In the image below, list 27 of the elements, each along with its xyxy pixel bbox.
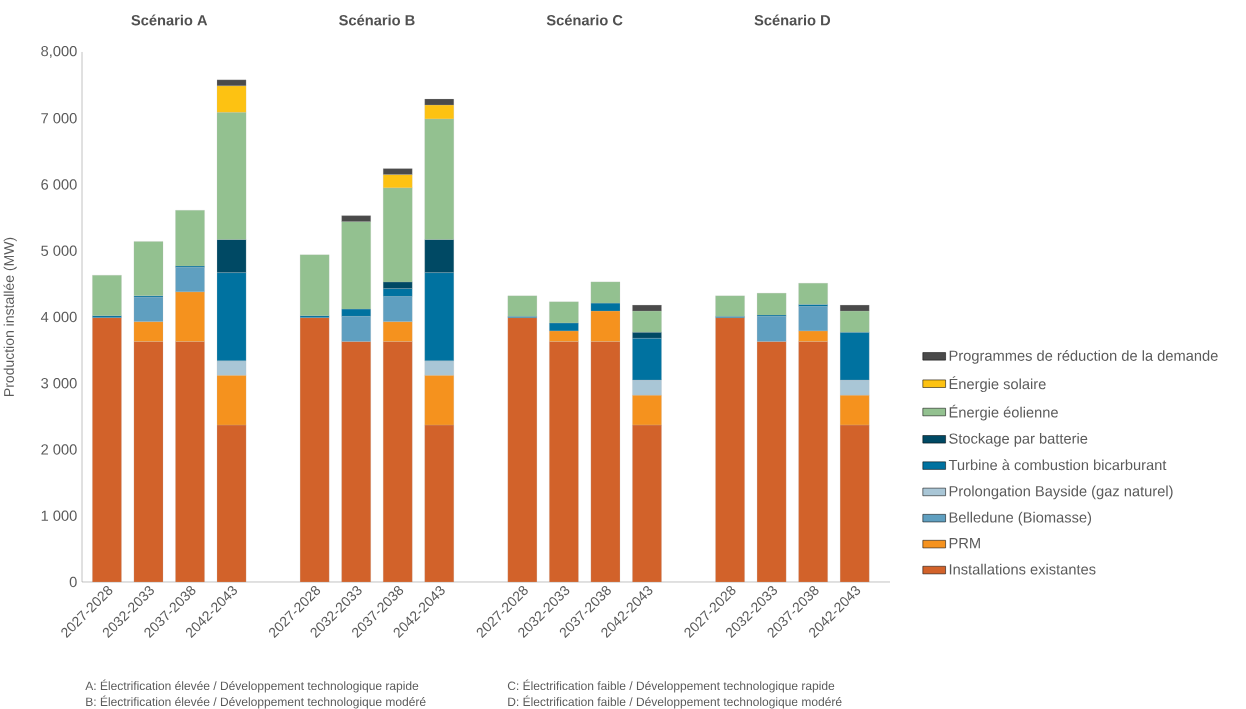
text: C: Électrification faible / Développement technologique rapide: [507, 679, 835, 693]
text: Scénario C: [546, 14, 623, 26]
text: A: Électrification élevée / Développement technologique rapide: [85, 679, 419, 693]
y-tick-label: 2 000: [41, 444, 77, 455]
y-tick-label: 3 000: [41, 378, 77, 389]
y-axis-title: Production installée (MW): [3, 237, 17, 396]
y-tick-label: 0: [69, 576, 77, 588]
y-tick-label: 6 000: [41, 179, 77, 190]
legend-label: Énergie solaire: [949, 376, 1046, 393]
legend-label: Énergie éolienne: [949, 404, 1058, 421]
y-tick-label: 5 000: [41, 245, 77, 256]
legend-label: Prolongation Bayside (gaz naturel): [949, 485, 1173, 500]
legend-label: PRM: [949, 538, 980, 549]
legend-label: Belledune (Biomasse): [949, 511, 1092, 526]
text: B: Électrification élevée / Développement technologique modéré: [86, 695, 426, 709]
y-tick-label: 7 000: [41, 113, 77, 124]
legend-label: Stockage par batterie: [949, 432, 1088, 447]
legend-label: Programmes de réduction de la demande: [949, 349, 1218, 364]
text: Scénario B: [339, 14, 415, 26]
y-tick-label: 1 000: [41, 510, 77, 521]
text: Scénario A: [131, 14, 208, 26]
legend-label: Installations existantes: [949, 563, 1096, 575]
legend-label: Turbine à combustion bicarburant: [948, 459, 1167, 471]
y-tick-label: 4 000: [40, 311, 77, 323]
y-tick-label: 8,000: [41, 45, 77, 59]
text: D: Électrification faible / Développement technologique modéré: [508, 695, 842, 709]
text: Scénario D: [754, 14, 831, 26]
